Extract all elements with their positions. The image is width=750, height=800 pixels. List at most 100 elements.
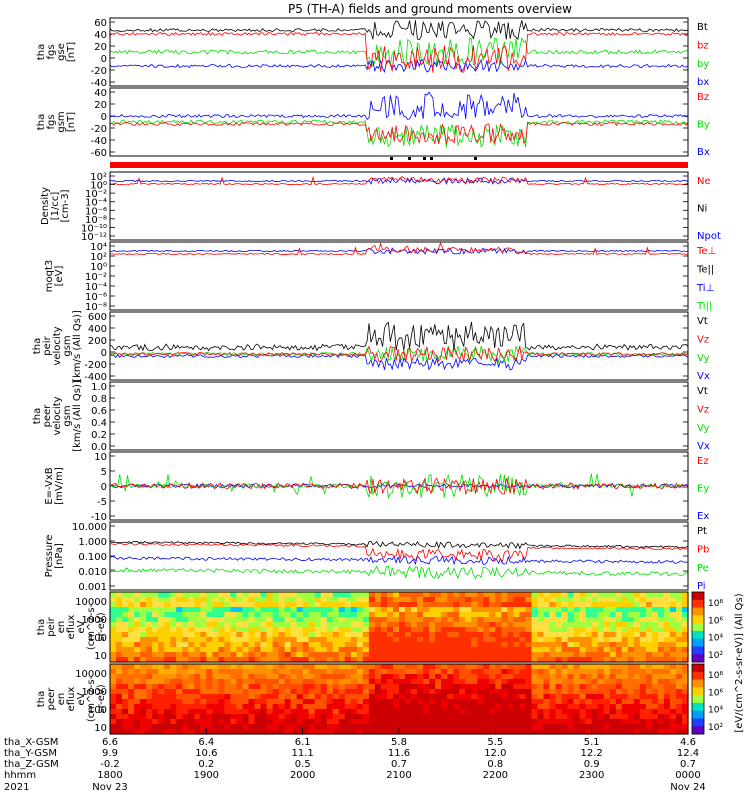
spectrogram-cell [242, 602, 250, 608]
spectrogram-cell [260, 617, 268, 623]
spectrogram-cell [561, 729, 569, 735]
spectrogram-cell [368, 714, 376, 720]
spectrogram-cell [158, 642, 165, 648]
spectrogram-cell [122, 679, 129, 685]
spectrogram-cell [501, 647, 508, 653]
spectrogram-cell [663, 679, 671, 685]
spectrogram-cell [477, 699, 484, 705]
spectrogram-cell [308, 642, 316, 648]
x-tick-label: 12.2 [581, 748, 603, 759]
spectrogram-cell [603, 694, 611, 700]
spectrogram-cell [146, 714, 153, 720]
spectrogram-cell [140, 714, 147, 720]
spectrogram-cell [170, 597, 177, 603]
spectrogram-cell [417, 699, 424, 705]
spectrogram-cell [549, 657, 557, 663]
spectrogram-cell [459, 657, 466, 663]
spectrogram-cell [633, 627, 641, 633]
spectrogram-cell [657, 669, 665, 675]
spectrogram-cell [387, 689, 394, 695]
spectrogram-cell [519, 674, 526, 680]
spectrogram-cell [140, 657, 147, 663]
spectrogram-cell [122, 607, 129, 613]
spectrogram-cell [591, 689, 599, 695]
spectrogram-cell [308, 709, 316, 715]
spectrogram-cell [429, 592, 436, 598]
spectrogram-cell [549, 714, 557, 720]
spectrogram-cell [507, 684, 514, 690]
spectrogram-cell [615, 724, 623, 730]
spectrogram-cell [362, 694, 370, 700]
spectrogram-cell [200, 699, 207, 705]
spectrogram-cell [338, 642, 346, 648]
spectrogram-cell [609, 719, 617, 725]
spectrogram-cell [465, 642, 472, 648]
spectrogram-cell [411, 592, 418, 598]
spectrogram-cell [615, 704, 623, 710]
series-by [109, 36, 689, 67]
spectrogram-cell [651, 719, 659, 725]
spectrogram-cell [579, 674, 587, 680]
spectrogram-cell [266, 674, 274, 680]
spectrogram-cell [218, 694, 225, 700]
panel-frame [109, 171, 689, 241]
spectrogram-cell [501, 652, 508, 658]
spectrogram-cell [627, 679, 635, 685]
spectrogram-cell [206, 704, 213, 710]
spectrogram-cell [579, 617, 587, 623]
spectrogram-cell [639, 622, 647, 628]
spectrogram-cell [320, 602, 328, 608]
spectrogram-cell [519, 724, 526, 730]
panel-stack: 6040200-20-40thafgsgse[nT]Btbzbybx40200-… [32, 17, 721, 735]
spectrogram-cell [158, 689, 165, 695]
spectrogram-cell [344, 684, 352, 690]
spectrogram-cell [453, 729, 460, 735]
spectrogram-cell [236, 704, 243, 710]
spectrogram-cell [128, 689, 135, 695]
spectrogram-cell [645, 612, 653, 618]
spectrogram-cell [194, 612, 201, 618]
spectrogram-cell [645, 602, 653, 608]
spectrogram-cell [453, 694, 460, 700]
spectrogram-cell [290, 642, 298, 648]
spectrogram-cell [669, 664, 677, 670]
spectrogram-cell [212, 669, 219, 675]
tick-label: 0 [101, 54, 107, 65]
spectrogram-cell [639, 642, 647, 648]
spectrogram-cell [429, 657, 436, 663]
spectrogram-cell [332, 704, 340, 710]
spectrogram-cell [603, 597, 611, 603]
spectrogram-cell [645, 632, 653, 638]
spectrogram-cell [212, 704, 219, 710]
spectrogram-cell [615, 714, 623, 720]
x-tick-label: 2000 [290, 770, 315, 781]
spectrogram-cell [507, 627, 514, 633]
spectrogram-cell [609, 724, 617, 730]
spectrogram-cell [603, 612, 611, 618]
spectrogram-cell [639, 689, 647, 695]
spectrogram-cell [573, 612, 581, 618]
spectrogram-cell [110, 669, 117, 675]
spectrogram-cell [224, 647, 231, 653]
spectrogram-cell [296, 704, 304, 710]
spectrogram-cell [399, 729, 406, 735]
spectrogram-cell [272, 719, 280, 725]
colorbar-segment [692, 592, 704, 601]
spectrogram-cell [350, 729, 358, 735]
spectrogram-cell [254, 679, 262, 685]
spectrogram-cell [326, 597, 334, 603]
spectrogram-cell [423, 729, 430, 735]
spectrogram-cell [435, 612, 442, 618]
spectrogram-cell [302, 674, 310, 680]
spectrogram-cell [338, 592, 346, 598]
spectrogram-cell [368, 719, 376, 725]
spectrogram-cell [651, 724, 659, 730]
spectrogram-cell [621, 719, 629, 725]
spectrogram-cell [218, 679, 225, 685]
spectrogram-cell [609, 622, 617, 628]
spectrogram-cell [152, 674, 159, 680]
spectrogram-cell [302, 592, 310, 598]
spectrogram-cell [278, 729, 286, 735]
spectrogram-cell [393, 729, 400, 735]
spectrogram-cell [513, 714, 520, 720]
